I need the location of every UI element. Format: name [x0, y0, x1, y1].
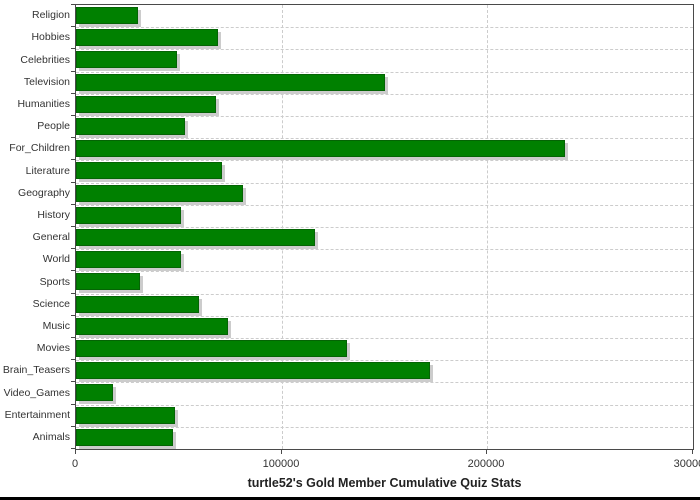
- x-tick-label-200000: 200000: [467, 458, 505, 470]
- bar-movies: [76, 340, 347, 357]
- bar-science: [76, 296, 199, 313]
- category-label-video_games: Video_Games: [3, 387, 70, 399]
- y-axis-tick: [71, 182, 75, 183]
- bar-humanities: [76, 96, 216, 113]
- h-gridline: [76, 338, 693, 339]
- y-axis-tick: [71, 315, 75, 316]
- bar-general: [76, 229, 315, 246]
- y-axis-tick: [71, 48, 75, 49]
- x-tick-label-300000: 300000: [673, 458, 700, 470]
- category-label-music: Music: [42, 320, 70, 332]
- category-label-for_children: For_Children: [9, 142, 70, 154]
- plot-area: [75, 4, 694, 450]
- bar-geography: [76, 185, 243, 202]
- category-label-movies: Movies: [36, 342, 70, 354]
- y-axis-tick: [71, 159, 75, 160]
- bar-video_games: [76, 384, 113, 401]
- h-gridline: [76, 49, 693, 50]
- h-gridline: [76, 294, 693, 295]
- category-label-hobbies: Hobbies: [31, 31, 70, 43]
- bar-brain_teasers: [76, 362, 430, 379]
- y-axis-tick: [71, 4, 75, 5]
- y-axis-tick: [71, 404, 75, 405]
- y-axis-tick: [71, 426, 75, 427]
- h-gridline: [76, 205, 693, 206]
- x-tick-label-0: 0: [71, 458, 79, 470]
- h-gridline: [76, 249, 693, 250]
- y-axis-tick: [71, 248, 75, 249]
- category-label-literature: Literature: [25, 165, 70, 177]
- h-gridline: [76, 27, 693, 28]
- y-axis-tick: [71, 26, 75, 27]
- y-axis-tick: [71, 204, 75, 205]
- h-gridline: [76, 72, 693, 73]
- bar-entertainment: [76, 407, 175, 424]
- h-gridline: [76, 116, 693, 117]
- y-axis-tick: [71, 359, 75, 360]
- chart-title: turtle52's Gold Member Cumulative Quiz S…: [247, 476, 522, 490]
- category-label-television: Television: [23, 76, 70, 88]
- h-gridline: [76, 316, 693, 317]
- category-label-people: People: [37, 120, 70, 132]
- h-gridline: [76, 427, 693, 428]
- bar-sports: [76, 273, 140, 290]
- h-gridline: [76, 360, 693, 361]
- y-axis-tick: [71, 381, 75, 382]
- bar-world: [76, 251, 181, 268]
- y-axis-tick: [71, 115, 75, 116]
- x-axis-tick: [75, 450, 76, 454]
- category-label-celebrities: Celebrities: [20, 54, 70, 66]
- category-label-sports: Sports: [39, 276, 70, 288]
- h-gridline: [76, 160, 693, 161]
- h-gridline: [76, 94, 693, 95]
- bar-religion: [76, 7, 138, 24]
- category-label-religion: Religion: [32, 9, 70, 21]
- h-gridline: [76, 405, 693, 406]
- category-label-brain_teasers: Brain_Teasers: [2, 364, 70, 376]
- y-axis-tick: [71, 448, 75, 449]
- bar-people: [76, 118, 185, 135]
- bar-hobbies: [76, 29, 218, 46]
- h-gridline: [76, 382, 693, 383]
- category-label-geography: Geography: [18, 187, 70, 199]
- category-label-world: World: [42, 253, 70, 265]
- category-label-humanities: Humanities: [17, 98, 70, 110]
- bar-history: [76, 207, 181, 224]
- category-label-entertainment: Entertainment: [4, 409, 70, 421]
- h-gridline: [76, 138, 693, 139]
- y-axis-tick: [71, 293, 75, 294]
- bar-celebrities: [76, 51, 177, 68]
- y-axis-tick: [71, 93, 75, 94]
- bar-television: [76, 74, 385, 91]
- x-axis-tick: [281, 450, 282, 454]
- bottom-border-line: [0, 497, 700, 500]
- y-axis-tick: [71, 137, 75, 138]
- category-label-general: General: [32, 231, 70, 243]
- x-tick-label-100000: 100000: [262, 458, 300, 470]
- x-axis-tick: [486, 450, 487, 454]
- category-label-animals: Animals: [32, 431, 70, 443]
- y-axis-tick: [71, 270, 75, 271]
- category-label-science: Science: [32, 298, 70, 310]
- bar-music: [76, 318, 228, 335]
- bar-animals: [76, 429, 173, 446]
- h-gridline: [76, 227, 693, 228]
- bar-for_children: [76, 140, 565, 157]
- h-gridline: [76, 183, 693, 184]
- y-axis-tick: [71, 226, 75, 227]
- x-axis-tick: [692, 450, 693, 454]
- y-axis-tick: [71, 337, 75, 338]
- y-axis-tick: [71, 71, 75, 72]
- h-gridline: [76, 271, 693, 272]
- bar-literature: [76, 162, 222, 179]
- category-label-history: History: [37, 209, 70, 221]
